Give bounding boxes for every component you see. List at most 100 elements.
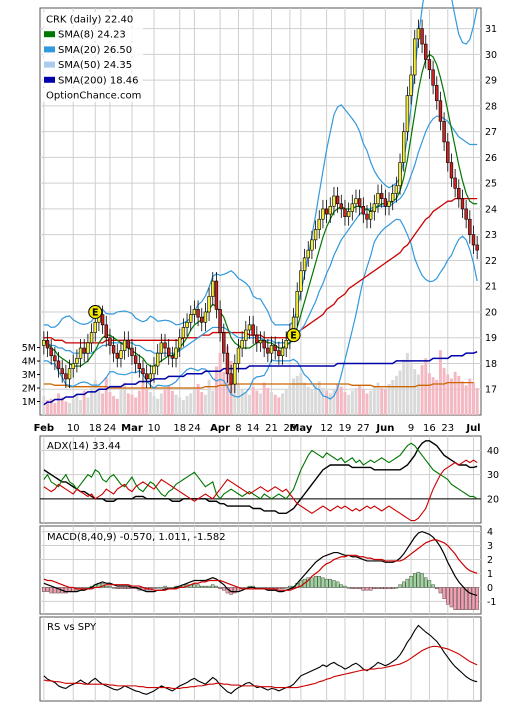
macd-histogram-bar bbox=[435, 587, 439, 590]
candle-body bbox=[457, 188, 461, 199]
legend-background bbox=[43, 88, 143, 102]
panel-tick-label: -1 bbox=[487, 597, 496, 608]
date-tick-label: 24 bbox=[104, 423, 117, 434]
adx-series: 20 30 40 bbox=[40, 436, 499, 523]
volume-bar bbox=[306, 386, 310, 415]
volume-bar bbox=[181, 400, 185, 415]
volume-tick-label: 3M bbox=[22, 370, 36, 381]
candle-body bbox=[339, 203, 343, 210]
macd-histogram-bar bbox=[376, 587, 380, 590]
macd-histogram-bar bbox=[413, 573, 417, 588]
macd-histogram-bar bbox=[394, 587, 399, 589]
price-tick-label: 29 bbox=[485, 76, 497, 87]
candle-body bbox=[78, 347, 83, 359]
lower-band-line bbox=[43, 218, 478, 400]
candle-body bbox=[379, 193, 384, 199]
candle-body bbox=[214, 280, 219, 310]
volume-bar bbox=[152, 396, 156, 415]
candle-body bbox=[159, 342, 164, 354]
panel-tick-label: 3 bbox=[487, 541, 493, 552]
macd-histogram-bar bbox=[346, 587, 351, 589]
date-tick-label: 12 bbox=[320, 423, 333, 434]
earnings-marker-circle bbox=[286, 328, 301, 343]
volume-bar bbox=[222, 371, 226, 415]
volume-bar bbox=[284, 389, 288, 415]
volume-bar bbox=[332, 389, 336, 415]
panel-tick-label: 0 bbox=[487, 583, 493, 594]
volume-bar bbox=[299, 373, 303, 415]
volume-bar bbox=[321, 388, 325, 415]
candle-body bbox=[475, 244, 479, 251]
volume-bar bbox=[339, 386, 343, 415]
volume-bar bbox=[130, 394, 134, 415]
candle-body bbox=[49, 347, 53, 357]
legend: CRK (daily) 22.40 SMA(8) 24.23 SMA(20) 26.… bbox=[43, 12, 143, 102]
volume-bar bbox=[292, 378, 296, 415]
legend-entry: SMA(50) 24.35 bbox=[58, 60, 132, 71]
candle-body bbox=[449, 162, 454, 179]
volume-bar bbox=[475, 388, 479, 415]
date-tick-label: 23 bbox=[441, 423, 454, 434]
macd-histogram-bar bbox=[67, 587, 72, 592]
legend-swatch bbox=[44, 46, 55, 53]
candle-body bbox=[189, 314, 193, 323]
volume-bar bbox=[112, 396, 116, 415]
rs-title: RS vs SPY bbox=[47, 622, 97, 633]
macd-histogram-bar bbox=[409, 576, 413, 588]
candle-body bbox=[321, 208, 325, 220]
date-tick-label: 27 bbox=[357, 423, 370, 434]
macd-histogram-bar bbox=[277, 587, 281, 590]
candle-body bbox=[229, 373, 233, 385]
volume-bar bbox=[281, 393, 285, 415]
volume-bar bbox=[49, 398, 53, 415]
volume-bar bbox=[431, 377, 435, 415]
macd-histogram-bar bbox=[324, 578, 329, 588]
volume-bar bbox=[317, 381, 321, 415]
legend-swatch bbox=[44, 76, 55, 83]
volume-bar bbox=[170, 390, 174, 415]
price-tick-label: 25 bbox=[485, 179, 497, 190]
volume-tick-label: 1M bbox=[22, 397, 36, 408]
macd-histogram-bar bbox=[119, 587, 123, 590]
volume-bar bbox=[251, 386, 255, 415]
candle-body bbox=[446, 141, 450, 163]
earnings-marker: E bbox=[88, 304, 103, 319]
macd-histogram-bar bbox=[122, 587, 127, 590]
macd-histogram-bar bbox=[449, 587, 454, 608]
legend-swatch bbox=[44, 61, 55, 68]
candle-body bbox=[126, 339, 130, 349]
macd-histogram-bar bbox=[475, 587, 479, 610]
candle-body bbox=[357, 198, 362, 207]
candle-body bbox=[133, 355, 138, 364]
earnings-marker-label: E bbox=[290, 331, 297, 342]
macd-title: MACD(8,40,9) -0.570, 1.011, -1.582 bbox=[47, 532, 226, 543]
volume-bar bbox=[325, 390, 329, 415]
candle-body bbox=[53, 355, 57, 362]
macd-histogram-bar bbox=[159, 587, 164, 589]
candle-body bbox=[225, 352, 230, 375]
candle-body bbox=[424, 43, 428, 60]
candle-body bbox=[200, 316, 204, 323]
legend-background bbox=[43, 57, 143, 72]
volume-bar bbox=[376, 382, 380, 415]
candle-body bbox=[93, 321, 97, 333]
macd-histogram-bar bbox=[203, 585, 208, 588]
macd-histogram-bar bbox=[464, 587, 468, 610]
candle-body bbox=[244, 329, 248, 341]
volume-bar bbox=[413, 369, 417, 415]
candle-body bbox=[391, 193, 395, 202]
candle-body bbox=[280, 347, 285, 357]
candle-body bbox=[383, 198, 388, 207]
price-tick-label: 31 bbox=[485, 24, 497, 35]
macd-histogram-bar bbox=[152, 587, 156, 590]
macd-histogram-bar bbox=[104, 585, 108, 588]
legend-entry: SMA(200) 18.46 bbox=[58, 75, 139, 86]
macd-histogram-bar bbox=[446, 587, 450, 605]
volume-bar bbox=[159, 393, 163, 415]
candle-body bbox=[273, 345, 277, 351]
candle-body bbox=[137, 363, 142, 369]
macd-histogram-bar bbox=[42, 587, 46, 592]
volume-bar bbox=[369, 390, 373, 415]
candle-body bbox=[361, 206, 366, 215]
